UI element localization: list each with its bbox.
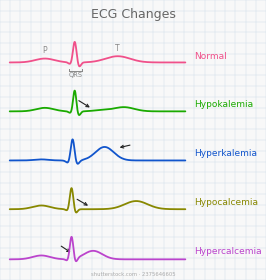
Text: P: P [43, 46, 47, 55]
Text: shutterstock.com · 2375646605: shutterstock.com · 2375646605 [91, 272, 175, 277]
Text: Hypokalemia: Hypokalemia [194, 101, 253, 109]
Text: T: T [115, 44, 120, 53]
Text: ECG Changes: ECG Changes [90, 8, 176, 21]
Text: Hyperkalemia: Hyperkalemia [194, 149, 257, 158]
Text: Hypocalcemia: Hypocalcemia [194, 198, 258, 207]
Text: Normal: Normal [194, 52, 227, 61]
Text: QRS: QRS [68, 72, 82, 78]
Text: Hypercalcemia: Hypercalcemia [194, 247, 262, 256]
